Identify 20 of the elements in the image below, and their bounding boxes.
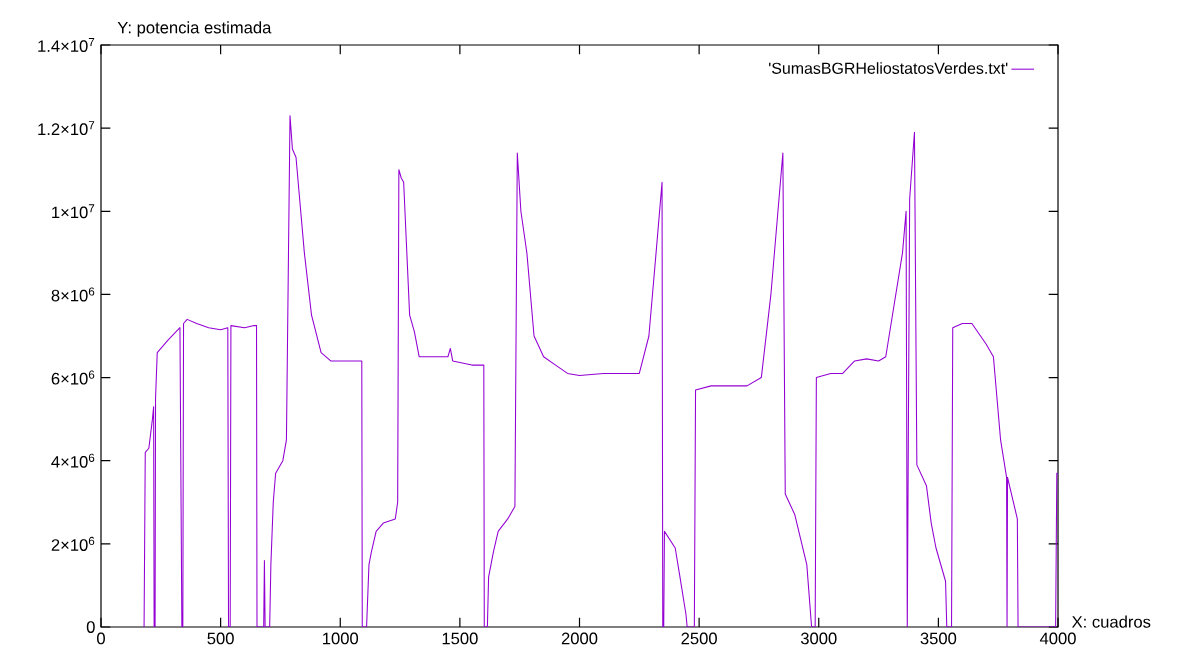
y-tick-label: 4×10$^{6}$ [51,453,95,468]
y-tick-label: 1×10$^{7}$ [52,204,95,219]
y-tick-label: 0 [86,621,95,633]
x-tick-label: 4000 [1039,632,1076,645]
y-tick-label: 8×10$^{6}$ [51,287,95,302]
x-axis-title: X: cuadros [1071,615,1151,628]
x-tick-label: 2000 [561,632,598,645]
x-tick-label: 1500 [442,632,478,645]
x-tick-label: 1000 [323,632,359,645]
legend-label: 'SumasBGRHeliostatosVerdes.txt' [769,62,1008,74]
y-tick-label: 2×10$^{6}$ [51,536,95,551]
y-tick-label: 1.4×10$^{7}$ [38,38,95,52]
y-tick-label: 1.2×10$^{7}$ [38,121,95,136]
y-axis-title: Y: potencia estimada [117,21,272,37]
y-tick-label: 6×10$^{6}$ [51,370,95,385]
x-tick-label: 3500 [920,632,957,645]
x-tick-label: 3000 [800,632,837,645]
x-tick-label: 2500 [681,632,717,645]
x-tick-label: 500 [207,632,234,645]
x-tick-label: 0 [97,632,105,645]
